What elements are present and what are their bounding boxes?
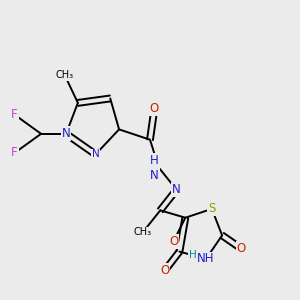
Text: F: F: [11, 146, 18, 159]
Text: O: O: [169, 235, 178, 248]
Text: S: S: [208, 202, 215, 215]
Text: CH₃: CH₃: [56, 70, 74, 80]
Text: NH: NH: [197, 252, 215, 266]
Text: N: N: [172, 183, 181, 196]
Text: H: H: [189, 250, 196, 260]
Text: CH₃: CH₃: [134, 227, 152, 237]
Text: N: N: [62, 127, 70, 140]
Text: O: O: [237, 242, 246, 255]
Text: O: O: [150, 102, 159, 115]
Text: F: F: [11, 108, 18, 121]
Text: H
N: H N: [150, 154, 159, 182]
Text: O: O: [160, 264, 169, 277]
Text: N: N: [92, 149, 99, 159]
